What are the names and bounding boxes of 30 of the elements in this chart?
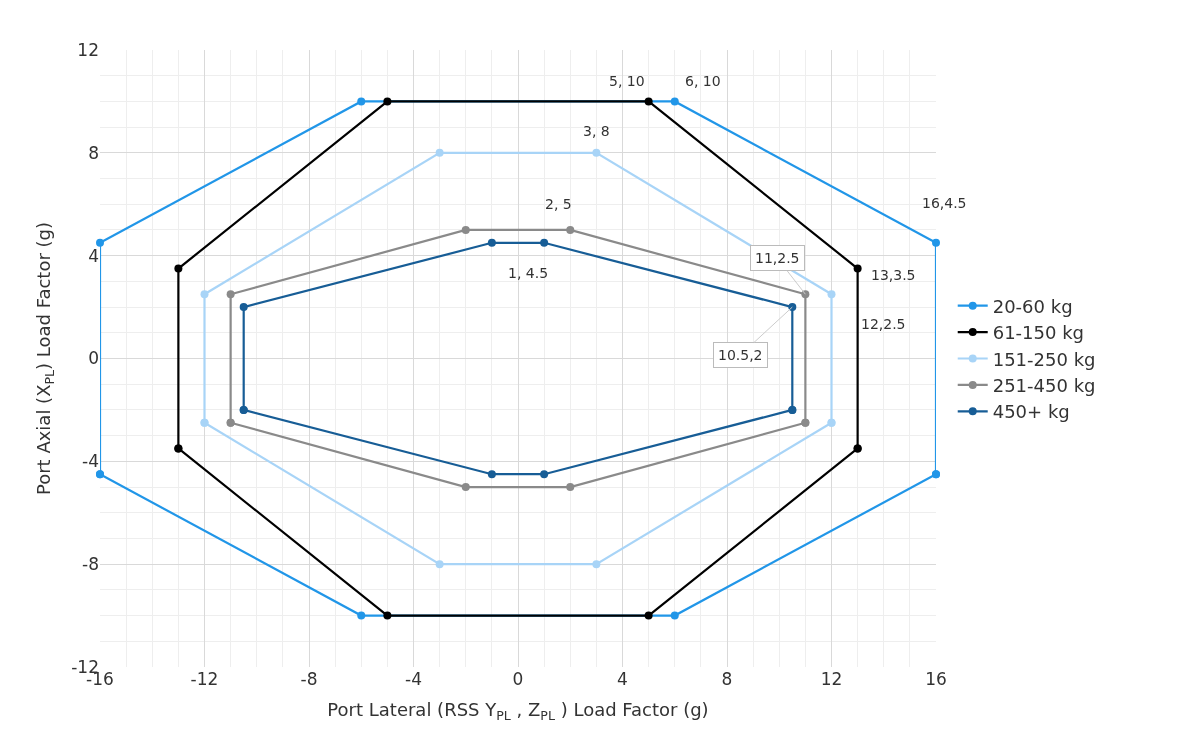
x-tick-label: 16 — [925, 669, 947, 689]
y-tick-label: 4 — [88, 245, 99, 266]
x-axis-title: Port Lateral (RSS Y$_{PL}$ , Z$_{PL}$ ) Load Factor (g) — [327, 699, 709, 723]
legend-label: 251-450 kg — [992, 374, 1096, 396]
x-tick-label: 0 — [512, 669, 524, 689]
x-tick-label: -4 — [405, 669, 422, 689]
legend-label: 450+ kg — [992, 401, 1070, 423]
annotation: 11,2.5 — [755, 250, 800, 266]
x-tick-label: 12 — [820, 669, 843, 689]
x-tick-label: 4 — [617, 669, 628, 689]
annotation: 3, 8 — [583, 123, 610, 139]
x-tick-label: -12 — [190, 669, 219, 689]
x-tick-label: 8 — [721, 669, 733, 689]
annotation: 10.5,2 — [718, 347, 763, 363]
annotation: 5, 10 — [609, 73, 645, 89]
annotation: 16,4.5 — [922, 195, 967, 211]
legend-label: 20-60 kg — [992, 295, 1073, 317]
y-tick-label: 0 — [88, 348, 99, 369]
annotation: 1, 4.5 — [508, 265, 549, 281]
legend-label: 61-150 kg — [992, 322, 1085, 344]
y-tick-label: 12 — [77, 39, 99, 60]
annotation: 13,3.5 — [871, 267, 916, 283]
annotation: 6, 10 — [685, 73, 721, 89]
y-tick-label: 8 — [88, 142, 99, 163]
legend-label: 151-250 kg — [992, 348, 1096, 370]
annotation: 12,2.5 — [861, 316, 906, 332]
annotation: 2, 5 — [545, 196, 572, 212]
y-tick-label: -4 — [82, 451, 99, 472]
x-tick-label: -8 — [300, 669, 318, 689]
y-tick-label: -8 — [82, 554, 99, 575]
